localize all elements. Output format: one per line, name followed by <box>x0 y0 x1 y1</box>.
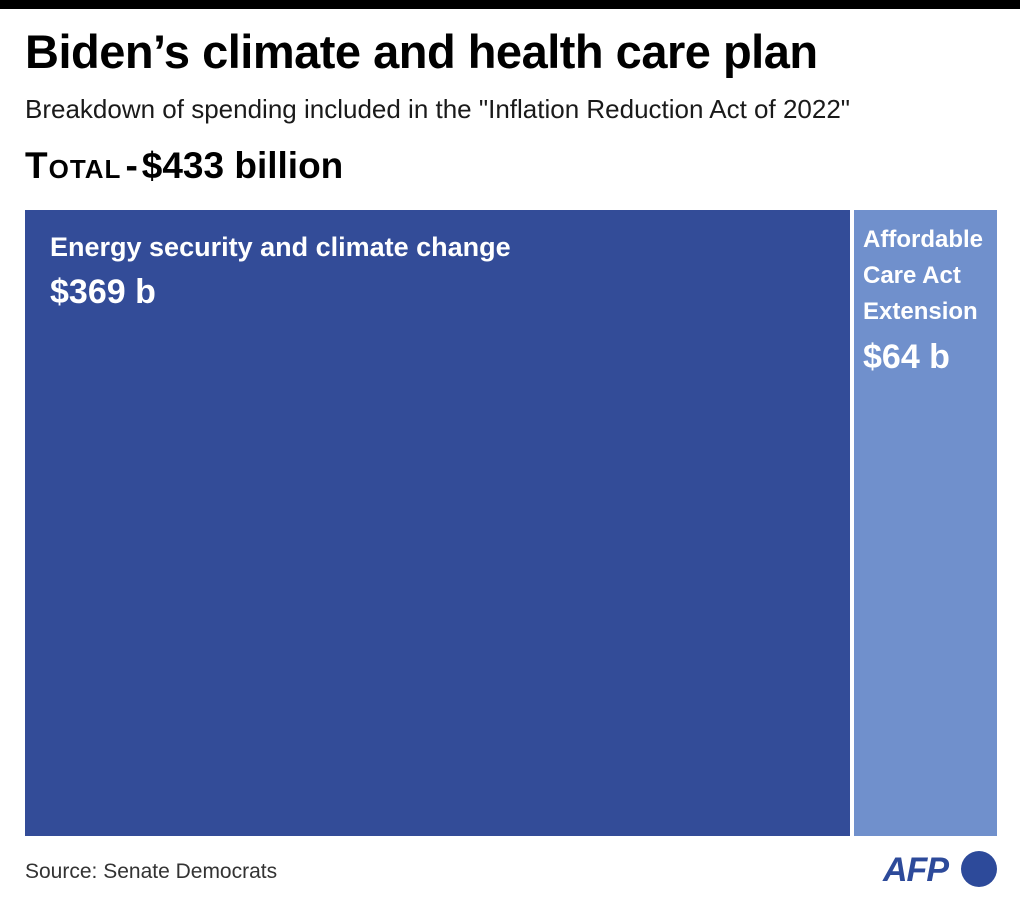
treemap-tile-1: Energy security and climate change $369 b <box>25 210 850 836</box>
treemap-tile-2: Affordable Care Act Extension $64 b <box>854 210 997 836</box>
total-line: Total - $433 billion <box>25 145 343 187</box>
tile-label-2: Affordable Care Act Extension <box>863 226 983 325</box>
tile-value-2: $64 b <box>863 338 950 376</box>
total-separator: - <box>125 145 138 186</box>
source-note: Source: Senate Democrats <box>25 860 278 883</box>
chart-title: Biden’s climate and health care plan <box>25 25 818 78</box>
treemap-chart: Energy security and climate change $369 b… <box>25 210 997 836</box>
afp-logo: AFP <box>883 851 999 891</box>
total-label: Total <box>25 145 122 186</box>
tile-label-1: Energy security and climate change <box>50 232 511 262</box>
chart-subtitle: Breakdown of spending included in the "I… <box>25 94 851 124</box>
afp-logo-text: AFP <box>883 851 949 889</box>
afp-logo-dot-icon <box>961 851 997 887</box>
top-rule <box>0 0 1020 9</box>
tile-value-1: $369 b <box>50 273 156 311</box>
total-value: $433 billion <box>141 145 344 186</box>
